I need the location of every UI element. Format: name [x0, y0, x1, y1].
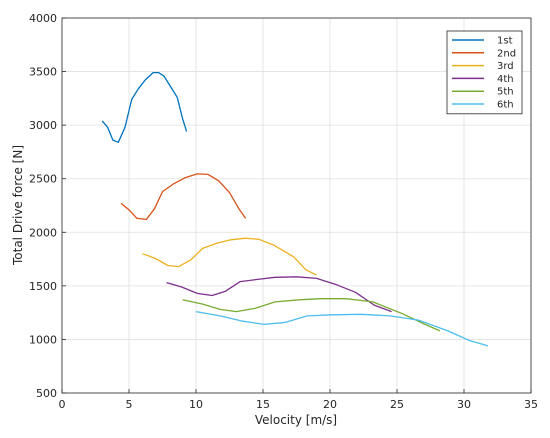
- series-line-6th: [195, 310, 489, 347]
- x-tick-label: 0: [59, 398, 66, 411]
- x-tick-label: 35: [524, 398, 538, 411]
- y-axis-title: Total Drive force [N]: [11, 145, 25, 266]
- x-tick-label: 30: [457, 398, 471, 411]
- legend-label-2nd: 2nd: [497, 48, 516, 59]
- y-tick-label: 4000: [29, 12, 57, 25]
- x-tick-label: 5: [126, 398, 133, 411]
- series-line-4th: [166, 276, 392, 313]
- x-tick-label: 10: [189, 398, 203, 411]
- y-tick-label: 2500: [29, 173, 57, 186]
- y-tick-label: 2000: [29, 226, 57, 239]
- y-tick-label: 1500: [29, 280, 57, 293]
- series-line-5th: [182, 298, 441, 332]
- legend-label-4th: 4th: [497, 74, 514, 85]
- x-tick-label: 25: [390, 398, 404, 411]
- plot-frame: [61, 17, 532, 394]
- y-tick-label: 500: [36, 387, 57, 400]
- series-line-3rd: [142, 237, 317, 276]
- legend-label-1st: 1st: [497, 36, 513, 47]
- legend-label-5th: 5th: [497, 87, 514, 98]
- y-tick-label: 3000: [29, 119, 57, 132]
- series-line-2nd: [120, 173, 247, 221]
- axis-ticks: 0 5 10 15 20 25 30 35 500 1000 1500 2000 2500 3000 350…: [29, 12, 538, 411]
- series-line-1st: [101, 71, 188, 143]
- legend-label-3rd: 3rd: [497, 61, 514, 72]
- x-tick-label: 20: [323, 398, 337, 411]
- x-axis-title: Velocity [m/s]: [255, 413, 337, 427]
- y-tick-label: 1000: [29, 333, 57, 346]
- legend-box: [446, 30, 523, 115]
- y-tick-label: 3500: [29, 66, 57, 79]
- legend-label-6th: 6th: [497, 100, 514, 111]
- x-tick-label: 15: [256, 398, 270, 411]
- series-layer: [101, 71, 489, 347]
